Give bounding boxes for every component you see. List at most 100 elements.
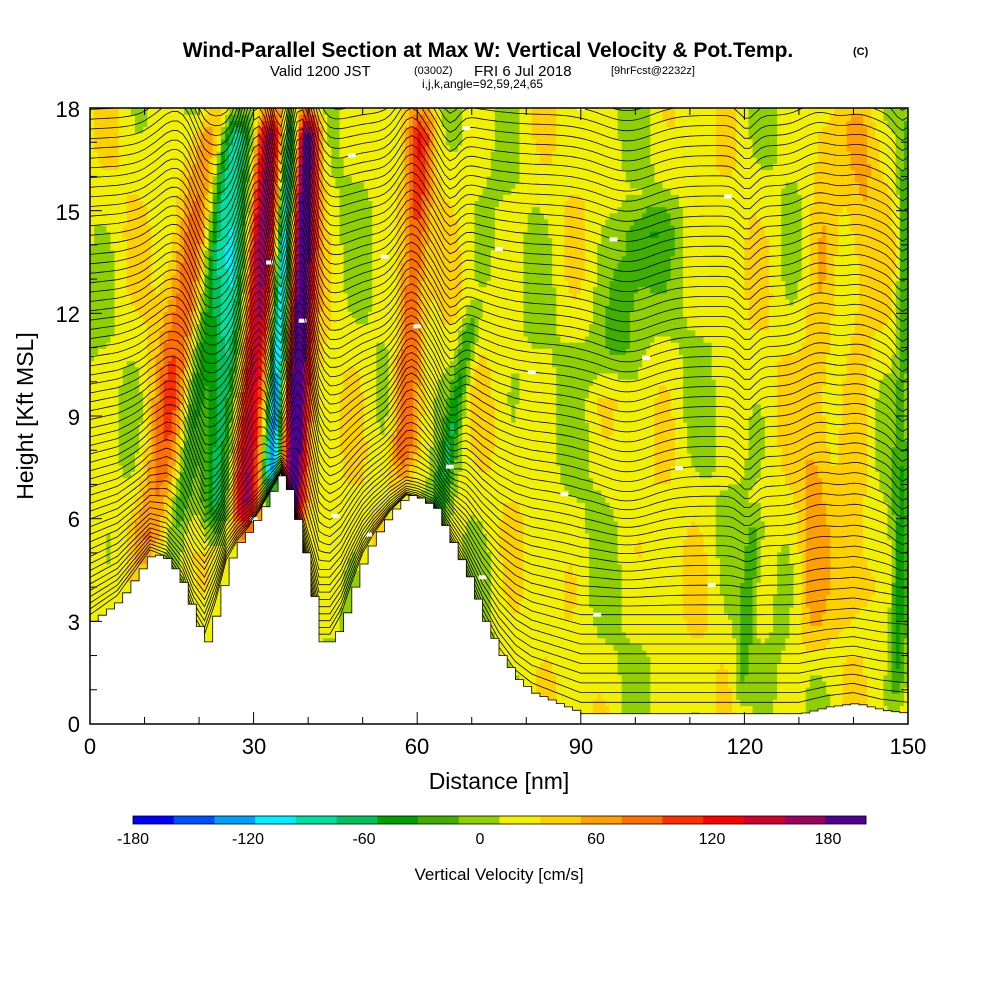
velocity-cell — [98, 459, 103, 466]
velocity-cell — [261, 409, 267, 417]
velocity-cell — [94, 514, 99, 522]
velocity-cell — [94, 576, 99, 583]
velocity-cell — [143, 151, 148, 158]
velocity-cell — [130, 471, 136, 479]
velocity-cell — [118, 520, 124, 528]
velocity-cell — [90, 200, 95, 208]
velocity-cell — [122, 138, 128, 146]
velocity-cell — [139, 477, 144, 485]
velocity-cell — [98, 545, 103, 553]
velocity-cell — [118, 409, 124, 417]
velocity-cell — [102, 335, 107, 343]
velocity-cell — [163, 194, 169, 201]
velocity-cell — [102, 114, 107, 121]
velocity-cell — [110, 520, 116, 528]
velocity-cell — [155, 342, 161, 349]
velocity-cell — [159, 471, 165, 479]
velocity-cell — [155, 144, 161, 152]
velocity-cell — [122, 440, 128, 448]
velocity-cell — [139, 391, 144, 399]
velocity-cell — [110, 366, 116, 374]
velocity-cell — [90, 489, 95, 497]
velocity-cell — [102, 570, 107, 577]
velocity-cell — [90, 440, 95, 448]
velocity-cell — [163, 243, 169, 251]
velocity-cell — [143, 206, 148, 214]
velocity-cell — [179, 422, 185, 429]
velocity-cell — [90, 391, 95, 399]
velocity-cell — [212, 372, 218, 380]
velocity-cell — [171, 551, 177, 559]
velocity-cell — [106, 108, 112, 115]
velocity-cell — [147, 151, 152, 158]
velocity-cell — [159, 508, 165, 516]
velocity-cell — [94, 551, 99, 559]
velocity-cell — [134, 200, 140, 208]
velocity-cell — [253, 169, 259, 177]
velocity-cell — [126, 533, 132, 540]
velocity-cell — [134, 576, 140, 583]
velocity-cell — [106, 126, 112, 134]
velocity-cell — [167, 120, 173, 128]
velocity-cell — [151, 132, 157, 140]
velocity-cell — [179, 317, 185, 325]
velocity-cell — [175, 434, 181, 442]
velocity-cell — [122, 126, 128, 134]
velocity-cell — [90, 428, 95, 436]
velocity-cell — [102, 175, 107, 183]
velocity-cell — [106, 397, 112, 405]
velocity-cell — [175, 539, 181, 546]
velocity-cell — [134, 292, 140, 300]
velocity-cell — [151, 551, 157, 559]
velocity-cell — [126, 348, 132, 355]
velocity-cell — [171, 520, 177, 528]
velocity-cell — [114, 545, 120, 553]
velocity-cell — [171, 126, 177, 134]
velocity-cell — [163, 434, 169, 442]
velocity-cell — [159, 342, 165, 349]
velocity-cell — [253, 218, 259, 226]
velocity-cell — [171, 471, 177, 479]
velocity-cell — [159, 151, 165, 158]
velocity-cell — [147, 255, 152, 263]
velocity-cell — [184, 120, 189, 128]
velocity-cell — [106, 459, 112, 466]
velocity-cell — [151, 298, 157, 306]
velocity-cell — [163, 440, 169, 448]
velocity-cell — [134, 335, 140, 343]
velocity-cell — [130, 126, 136, 134]
velocity-cell — [122, 570, 128, 577]
velocity-cell — [94, 582, 99, 590]
velocity-cell — [102, 545, 107, 553]
velocity-cell — [155, 520, 161, 528]
velocity-cell — [171, 416, 177, 423]
velocity-cell — [175, 317, 181, 325]
velocity-cell — [212, 262, 218, 269]
velocity-cell — [175, 551, 181, 559]
velocity-cell — [98, 144, 103, 152]
velocity-cell — [130, 311, 136, 319]
velocity-cell — [130, 225, 136, 232]
velocity-cell — [134, 317, 140, 325]
velocity-cell — [98, 342, 103, 349]
velocity-cell — [208, 188, 214, 195]
velocity-cell — [171, 243, 177, 251]
velocity-cell — [134, 138, 140, 146]
velocity-cell — [130, 526, 136, 534]
velocity-cell — [102, 582, 107, 590]
velocity-cell — [94, 206, 99, 214]
velocity-cell — [147, 434, 152, 442]
velocity-cell — [130, 416, 136, 423]
velocity-cell — [126, 268, 132, 275]
velocity-cell — [139, 218, 144, 226]
velocity-cell — [159, 459, 165, 466]
velocity-cell — [134, 545, 140, 553]
velocity-cell — [212, 360, 218, 368]
velocity-cell — [139, 298, 144, 306]
velocity-cell — [151, 459, 157, 466]
velocity-cell — [114, 533, 120, 540]
velocity-cell — [139, 188, 144, 195]
velocity-cell — [147, 144, 152, 152]
velocity-cell — [114, 151, 120, 158]
velocity-cell — [139, 360, 144, 368]
